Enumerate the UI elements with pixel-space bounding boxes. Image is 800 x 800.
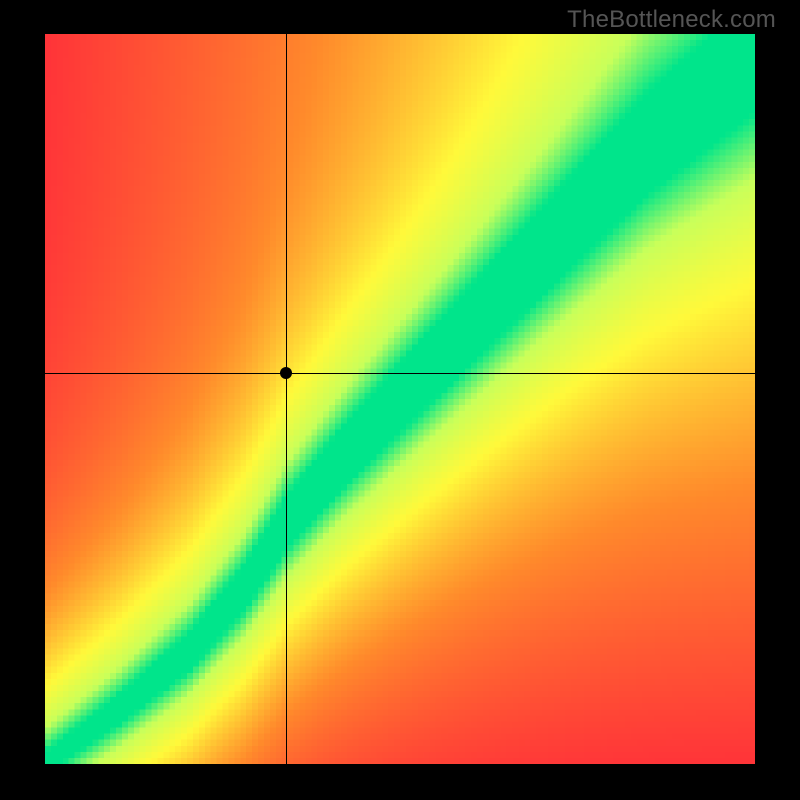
heatmap-canvas — [45, 34, 755, 764]
crosshair-vertical — [286, 34, 287, 764]
watermark-text: TheBottleneck.com — [567, 6, 776, 34]
crosshair-horizontal — [45, 373, 755, 374]
plot-area — [45, 34, 755, 764]
crosshair-marker — [280, 367, 292, 379]
